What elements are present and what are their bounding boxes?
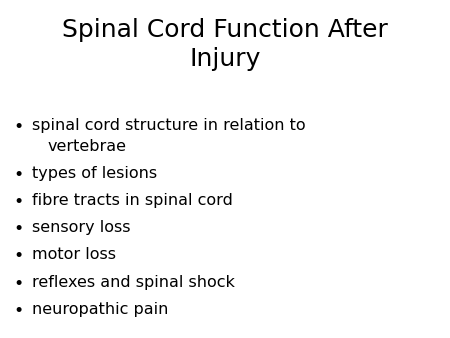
Text: neuropathic pain: neuropathic pain bbox=[32, 301, 168, 317]
Text: fibre tracts in spinal cord: fibre tracts in spinal cord bbox=[32, 193, 233, 209]
Text: •: • bbox=[13, 301, 23, 319]
Text: vertebrae: vertebrae bbox=[48, 139, 127, 154]
Text: types of lesions: types of lesions bbox=[32, 166, 157, 182]
Text: sensory loss: sensory loss bbox=[32, 220, 130, 236]
Text: motor loss: motor loss bbox=[32, 247, 116, 263]
Text: •: • bbox=[13, 220, 23, 238]
Text: reflexes and spinal shock: reflexes and spinal shock bbox=[32, 274, 235, 290]
Text: •: • bbox=[13, 193, 23, 211]
Text: •: • bbox=[13, 166, 23, 184]
Text: spinal cord structure in relation to: spinal cord structure in relation to bbox=[32, 118, 306, 133]
Text: •: • bbox=[13, 247, 23, 265]
Text: •: • bbox=[13, 274, 23, 292]
Text: Spinal Cord Function After
Injury: Spinal Cord Function After Injury bbox=[62, 18, 388, 71]
Text: •: • bbox=[13, 118, 23, 136]
